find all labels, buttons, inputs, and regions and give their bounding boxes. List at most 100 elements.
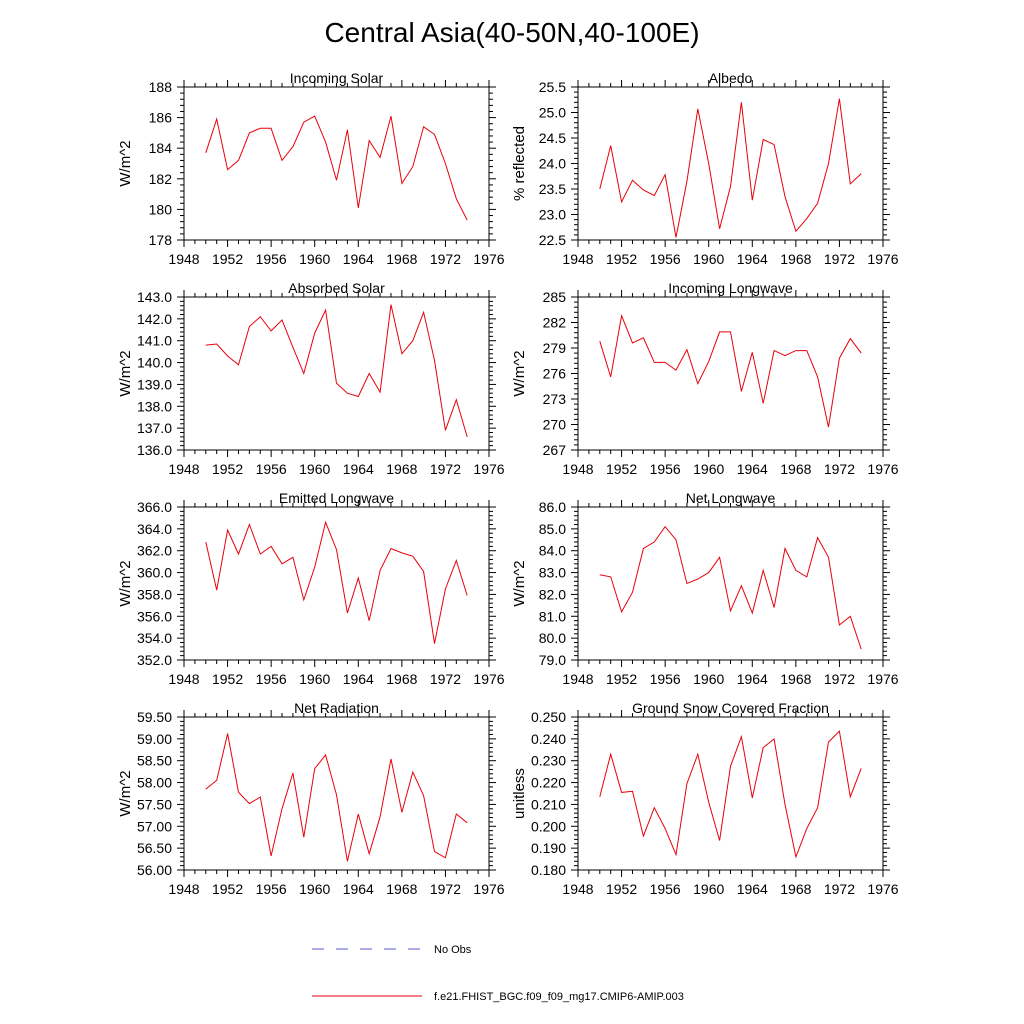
series-line-net-longwave: [599, 525, 862, 650]
y-tick-label: 362.0: [137, 543, 172, 559]
y-tick-label: 0.210: [531, 796, 566, 812]
y-tick-label: 24.0: [539, 156, 566, 172]
x-tick-label: 1976: [473, 671, 504, 687]
x-tick-label: 1976: [473, 251, 504, 267]
x-tick-label: 1960: [693, 881, 724, 897]
y-tick-label: 139.0: [137, 376, 172, 392]
y-tick-label: 285: [543, 289, 567, 305]
x-tick-label: 1968: [386, 251, 417, 267]
x-tick-label: 1972: [824, 671, 855, 687]
plot-frame: [183, 86, 490, 241]
y-axis-label: W/m^2: [117, 140, 134, 186]
y-tick-label: 58.50: [137, 753, 172, 769]
y-tick-label: 0.190: [531, 840, 566, 856]
x-tick-label: 1948: [168, 251, 199, 267]
y-tick-label: 59.00: [137, 731, 172, 747]
y-tick-label: 140.0: [137, 355, 172, 371]
y-tick-label: 136.0: [137, 442, 172, 458]
x-tick-label: 1948: [168, 461, 199, 477]
x-tick-label: 1956: [650, 881, 681, 897]
y-axis-label: W/m^2: [511, 560, 528, 606]
y-tick-label: 186: [149, 110, 173, 126]
x-tick-label: 1976: [867, 251, 898, 267]
x-tick-label: 1960: [693, 671, 724, 687]
y-tick-label: 282: [543, 315, 567, 331]
y-tick-label: 25.5: [539, 79, 566, 95]
x-tick-label: 1968: [780, 671, 811, 687]
y-tick-label: 143.0: [137, 289, 172, 305]
x-tick-label: 1952: [606, 881, 637, 897]
y-tick-label: 22.5: [539, 232, 566, 248]
x-tick-label: 1972: [430, 671, 461, 687]
y-tick-label: 79.0: [539, 652, 566, 668]
x-tick-label: 1964: [737, 461, 768, 477]
panels-group: Incoming Solar W/m^2 1948 1952 1956 1960 1964 1…: [117, 70, 899, 897]
y-axis-label: W/m^2: [511, 350, 528, 396]
y-tick-label: 356.0: [137, 608, 172, 624]
x-tick-label: 1976: [867, 881, 898, 897]
y-tick-label: 358.0: [137, 586, 172, 602]
plot-frame: [183, 296, 490, 451]
y-axis-label: unitless: [511, 768, 528, 819]
y-axis-label: W/m^2: [117, 350, 134, 396]
x-tick-label: 1964: [343, 251, 374, 267]
y-tick-label: 178: [149, 232, 173, 248]
series-line-albedo: [599, 98, 862, 238]
y-tick-label: 276: [543, 366, 567, 382]
panel-absorbed-solar: Absorbed Solar W/m^2 1948 1952 1956 1960 1964 1…: [117, 280, 505, 477]
x-tick-label: 1976: [473, 881, 504, 897]
x-tick-label: 1972: [824, 461, 855, 477]
x-tick-label: 1956: [256, 461, 287, 477]
y-tick-label: 142.0: [137, 311, 172, 327]
y-tick-label: 137.0: [137, 420, 172, 436]
y-tick-label: 354.0: [137, 630, 172, 646]
y-tick-label: 364.0: [137, 521, 172, 537]
panel-title: Net Longwave: [686, 490, 776, 506]
y-tick-label: 80.0: [539, 630, 566, 646]
figure-title: Central Asia(40-50N,40-100E): [324, 17, 699, 48]
x-tick-label: 1976: [867, 671, 898, 687]
x-tick-label: 1956: [650, 671, 681, 687]
x-tick-label: 1948: [562, 251, 593, 267]
x-tick-label: 1968: [386, 671, 417, 687]
panel-net-longwave: Net Longwave W/m^2 1948 1952 1956 1960 1964 196…: [511, 490, 899, 687]
series-line-emitted-longwave: [205, 520, 468, 644]
panel-emitted-longwave: Emitted Longwave W/m^2 1948 1952 1956 1960 196…: [117, 490, 505, 687]
y-tick-label: 56.50: [137, 840, 172, 856]
y-tick-label: 188: [149, 79, 173, 95]
x-tick-label: 1948: [168, 671, 199, 687]
y-tick-label: 57.50: [137, 796, 172, 812]
x-tick-label: 1956: [256, 881, 287, 897]
x-tick-label: 1976: [473, 461, 504, 477]
x-tick-label: 1964: [737, 881, 768, 897]
y-tick-label: 24.5: [539, 130, 566, 146]
x-tick-label: 1964: [737, 251, 768, 267]
y-tick-label: 23.5: [539, 181, 566, 197]
x-tick-label: 1952: [606, 251, 637, 267]
plot-frame: [577, 506, 884, 661]
panel-title: Incoming Solar: [290, 70, 384, 86]
y-tick-label: 279: [543, 340, 567, 356]
panel-net-radiation: Net Radiation W/m^2 1948 1952 1956 1960 1964 19…: [117, 700, 505, 897]
x-tick-label: 1956: [256, 251, 287, 267]
y-tick-label: 0.240: [531, 731, 566, 747]
panel-ground-snow-covered-fraction: Ground Snow Covered Fraction unitless 1948…: [511, 700, 899, 897]
x-tick-label: 1956: [650, 461, 681, 477]
x-tick-label: 1972: [824, 881, 855, 897]
y-tick-label: 0.230: [531, 753, 566, 769]
x-tick-label: 1968: [780, 461, 811, 477]
series-line-incoming-solar: [205, 115, 468, 221]
y-tick-label: 85.0: [539, 521, 566, 537]
x-tick-label: 1964: [737, 671, 768, 687]
x-tick-label: 1972: [430, 251, 461, 267]
y-tick-label: 180: [149, 201, 173, 217]
x-tick-label: 1956: [256, 671, 287, 687]
plot-frame: [183, 506, 490, 661]
x-tick-label: 1948: [168, 881, 199, 897]
y-tick-label: 0.180: [531, 862, 566, 878]
x-tick-label: 1968: [386, 881, 417, 897]
panel-incoming-solar: Incoming Solar W/m^2 1948 1952 1956 1960 1964 1…: [117, 70, 505, 267]
y-tick-label: 81.0: [539, 608, 566, 624]
x-tick-label: 1972: [430, 461, 461, 477]
